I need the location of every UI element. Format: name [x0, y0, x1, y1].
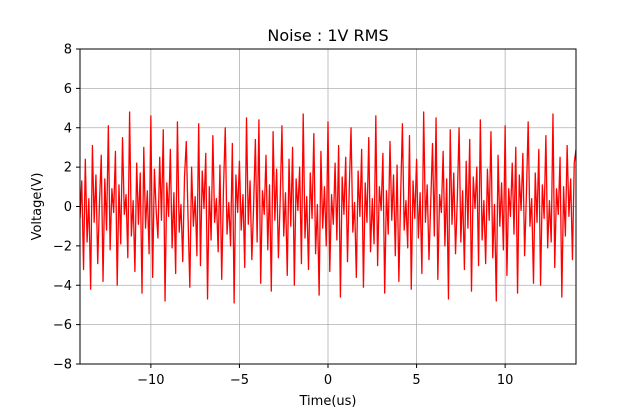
y-tick-label: −8 [53, 358, 72, 373]
chart-title: Noise : 1V RMS [267, 26, 388, 45]
y-tick-label: 2 [64, 161, 72, 176]
x-tick-label: −5 [230, 373, 249, 388]
x-tick-label: 0 [324, 373, 332, 388]
y-tick-label: 4 [64, 121, 72, 136]
y-tick-label: −4 [53, 279, 72, 294]
y-tick-label: 0 [64, 200, 72, 215]
y-tick-label: 6 [64, 82, 72, 97]
x-axis-label: Time(us) [299, 394, 357, 409]
axis-ticks: −10 −5 0 5 10 −8 −6 −4 −2 0 2 4 6 8 [53, 43, 514, 389]
x-tick-label: 10 [497, 373, 514, 388]
y-axis-label: Voltage(V) [30, 173, 45, 241]
x-tick-label: 5 [412, 373, 420, 388]
x-tick-label: −10 [137, 373, 164, 388]
plot-area [80, 111, 576, 304]
y-tick-label: −2 [53, 239, 72, 254]
noise-series-line [80, 111, 576, 304]
y-tick-label: 8 [64, 43, 72, 58]
y-tick-label: −6 [53, 318, 72, 333]
